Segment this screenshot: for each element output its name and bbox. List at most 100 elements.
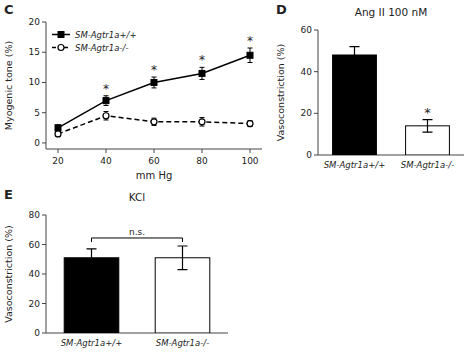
marker	[199, 70, 205, 76]
marker	[151, 119, 157, 125]
figure: 0 5 10 15 20 20 40 60 80 100 mm Hg Myogenic tone (%…	[0, 0, 474, 361]
y-tick	[42, 333, 46, 334]
x-tick-label: 100	[241, 156, 258, 166]
panel: 0 20 40 60 SM-Agtr1a+/+ SM-Agtr1a-/- Vasoconst…	[275, 2, 464, 170]
x-tick-label: SM-Agtr1a-/-	[156, 338, 209, 348]
marker	[55, 131, 61, 137]
y-tick	[42, 112, 46, 113]
significance-label: *	[151, 63, 157, 77]
marks	[333, 47, 450, 155]
y-tick	[314, 30, 318, 31]
y-tick-label: 0	[306, 150, 312, 160]
y-axis-label: Myogenic tone (%)	[3, 41, 14, 130]
y-tick-label: 15	[29, 47, 40, 57]
x-axis-label: mm Hg	[136, 170, 173, 181]
error-bar	[178, 246, 188, 270]
panel: 0 20 40 60 80 SM-Agtr1a+/+ SM-Agtr1a-/- Vasocon…	[3, 187, 228, 348]
panel-letter: D	[276, 2, 287, 17]
marker	[58, 32, 64, 38]
error-bar	[152, 77, 157, 88]
marks	[64, 246, 210, 333]
panel-letter: E	[4, 187, 13, 202]
error-bar	[200, 67, 205, 79]
marker	[247, 52, 253, 58]
marker	[103, 98, 109, 104]
error-bar	[248, 121, 253, 127]
y-tick-label: 20	[301, 108, 313, 118]
x-tick	[58, 149, 59, 153]
y-tick	[42, 142, 46, 143]
y-tick	[42, 52, 46, 53]
marker	[58, 45, 64, 51]
error-bar	[87, 249, 97, 267]
legend-label: SM-Agtr1a+/+	[75, 30, 137, 40]
x-tick-label: 40	[100, 156, 112, 166]
panel: 0 5 10 15 20 20 40 60 80 100 mm Hg Myogenic tone (%…	[3, 2, 262, 181]
y-tick	[42, 244, 46, 245]
error-bar	[152, 118, 157, 125]
significance-bracket	[92, 238, 183, 242]
y-tick-label: 40	[301, 67, 313, 77]
y-tick-label: 20	[29, 17, 41, 27]
y-tick	[314, 113, 318, 114]
y-tick-label: 5	[34, 108, 40, 118]
significance-label: *	[199, 53, 205, 67]
error-bar	[56, 131, 61, 136]
x-tick-label: 80	[196, 156, 208, 166]
y-tick	[42, 22, 46, 23]
bar	[333, 55, 377, 155]
error-bar	[200, 118, 205, 126]
series-line	[58, 55, 250, 128]
y-tick	[42, 274, 46, 275]
significance-label: *	[247, 34, 253, 48]
x-tick-label: SM-Agtr1a+/+	[61, 338, 123, 348]
marker	[55, 125, 61, 131]
y-tick-label: 20	[29, 299, 41, 309]
y-axis-label: Vasoconstriction (%)	[275, 44, 286, 142]
y-tick-label: 10	[29, 77, 41, 87]
marker	[103, 113, 109, 119]
chart-title: Ang II 100 nM	[355, 6, 427, 18]
error-bar	[350, 47, 360, 64]
y-tick	[42, 303, 46, 304]
x-tick	[106, 149, 107, 153]
x-tick-label: SM-Agtr1a-/-	[401, 160, 454, 170]
bar	[64, 258, 119, 333]
y-tick-label: 80	[29, 210, 41, 220]
significance-label: *	[424, 105, 431, 120]
y-tick	[42, 82, 46, 83]
marks	[55, 48, 253, 137]
panel-letter: C	[4, 2, 14, 17]
y-tick-label: 60	[301, 25, 313, 35]
y-tick	[314, 155, 318, 156]
marker	[199, 119, 205, 125]
significance-label: n.s.	[129, 227, 145, 237]
significance-label: *	[103, 82, 109, 96]
y-tick-label: 40	[29, 269, 41, 279]
chart-title: KCl	[129, 191, 146, 203]
y-axis-line	[46, 22, 47, 149]
y-tick-label: 60	[29, 240, 41, 250]
error-bar	[104, 112, 109, 120]
y-tick	[42, 215, 46, 216]
x-tick	[202, 149, 203, 153]
x-tick-label: SM-Agtr1a+/+	[324, 160, 386, 170]
error-bar	[104, 96, 109, 106]
series-line	[58, 116, 250, 134]
x-tick	[154, 149, 155, 153]
legend: SM-Agtr1a+/+ SM-Agtr1a-/-	[52, 30, 137, 53]
x-tick	[250, 149, 251, 153]
x-tick-label: 20	[52, 156, 64, 166]
x-tick-label: 60	[148, 156, 160, 166]
y-tick-label: 0	[34, 328, 40, 338]
error-bar	[56, 125, 61, 131]
y-axis-label: Vasoconstriction (%)	[3, 225, 14, 323]
marker	[247, 121, 253, 127]
background	[0, 0, 474, 361]
y-axis-line	[318, 30, 319, 155]
marker	[151, 79, 157, 85]
legend-label: SM-Agtr1a-/-	[75, 43, 128, 53]
error-bar	[248, 48, 253, 63]
error-bar	[423, 120, 433, 132]
y-tick-label: 0	[34, 138, 40, 148]
